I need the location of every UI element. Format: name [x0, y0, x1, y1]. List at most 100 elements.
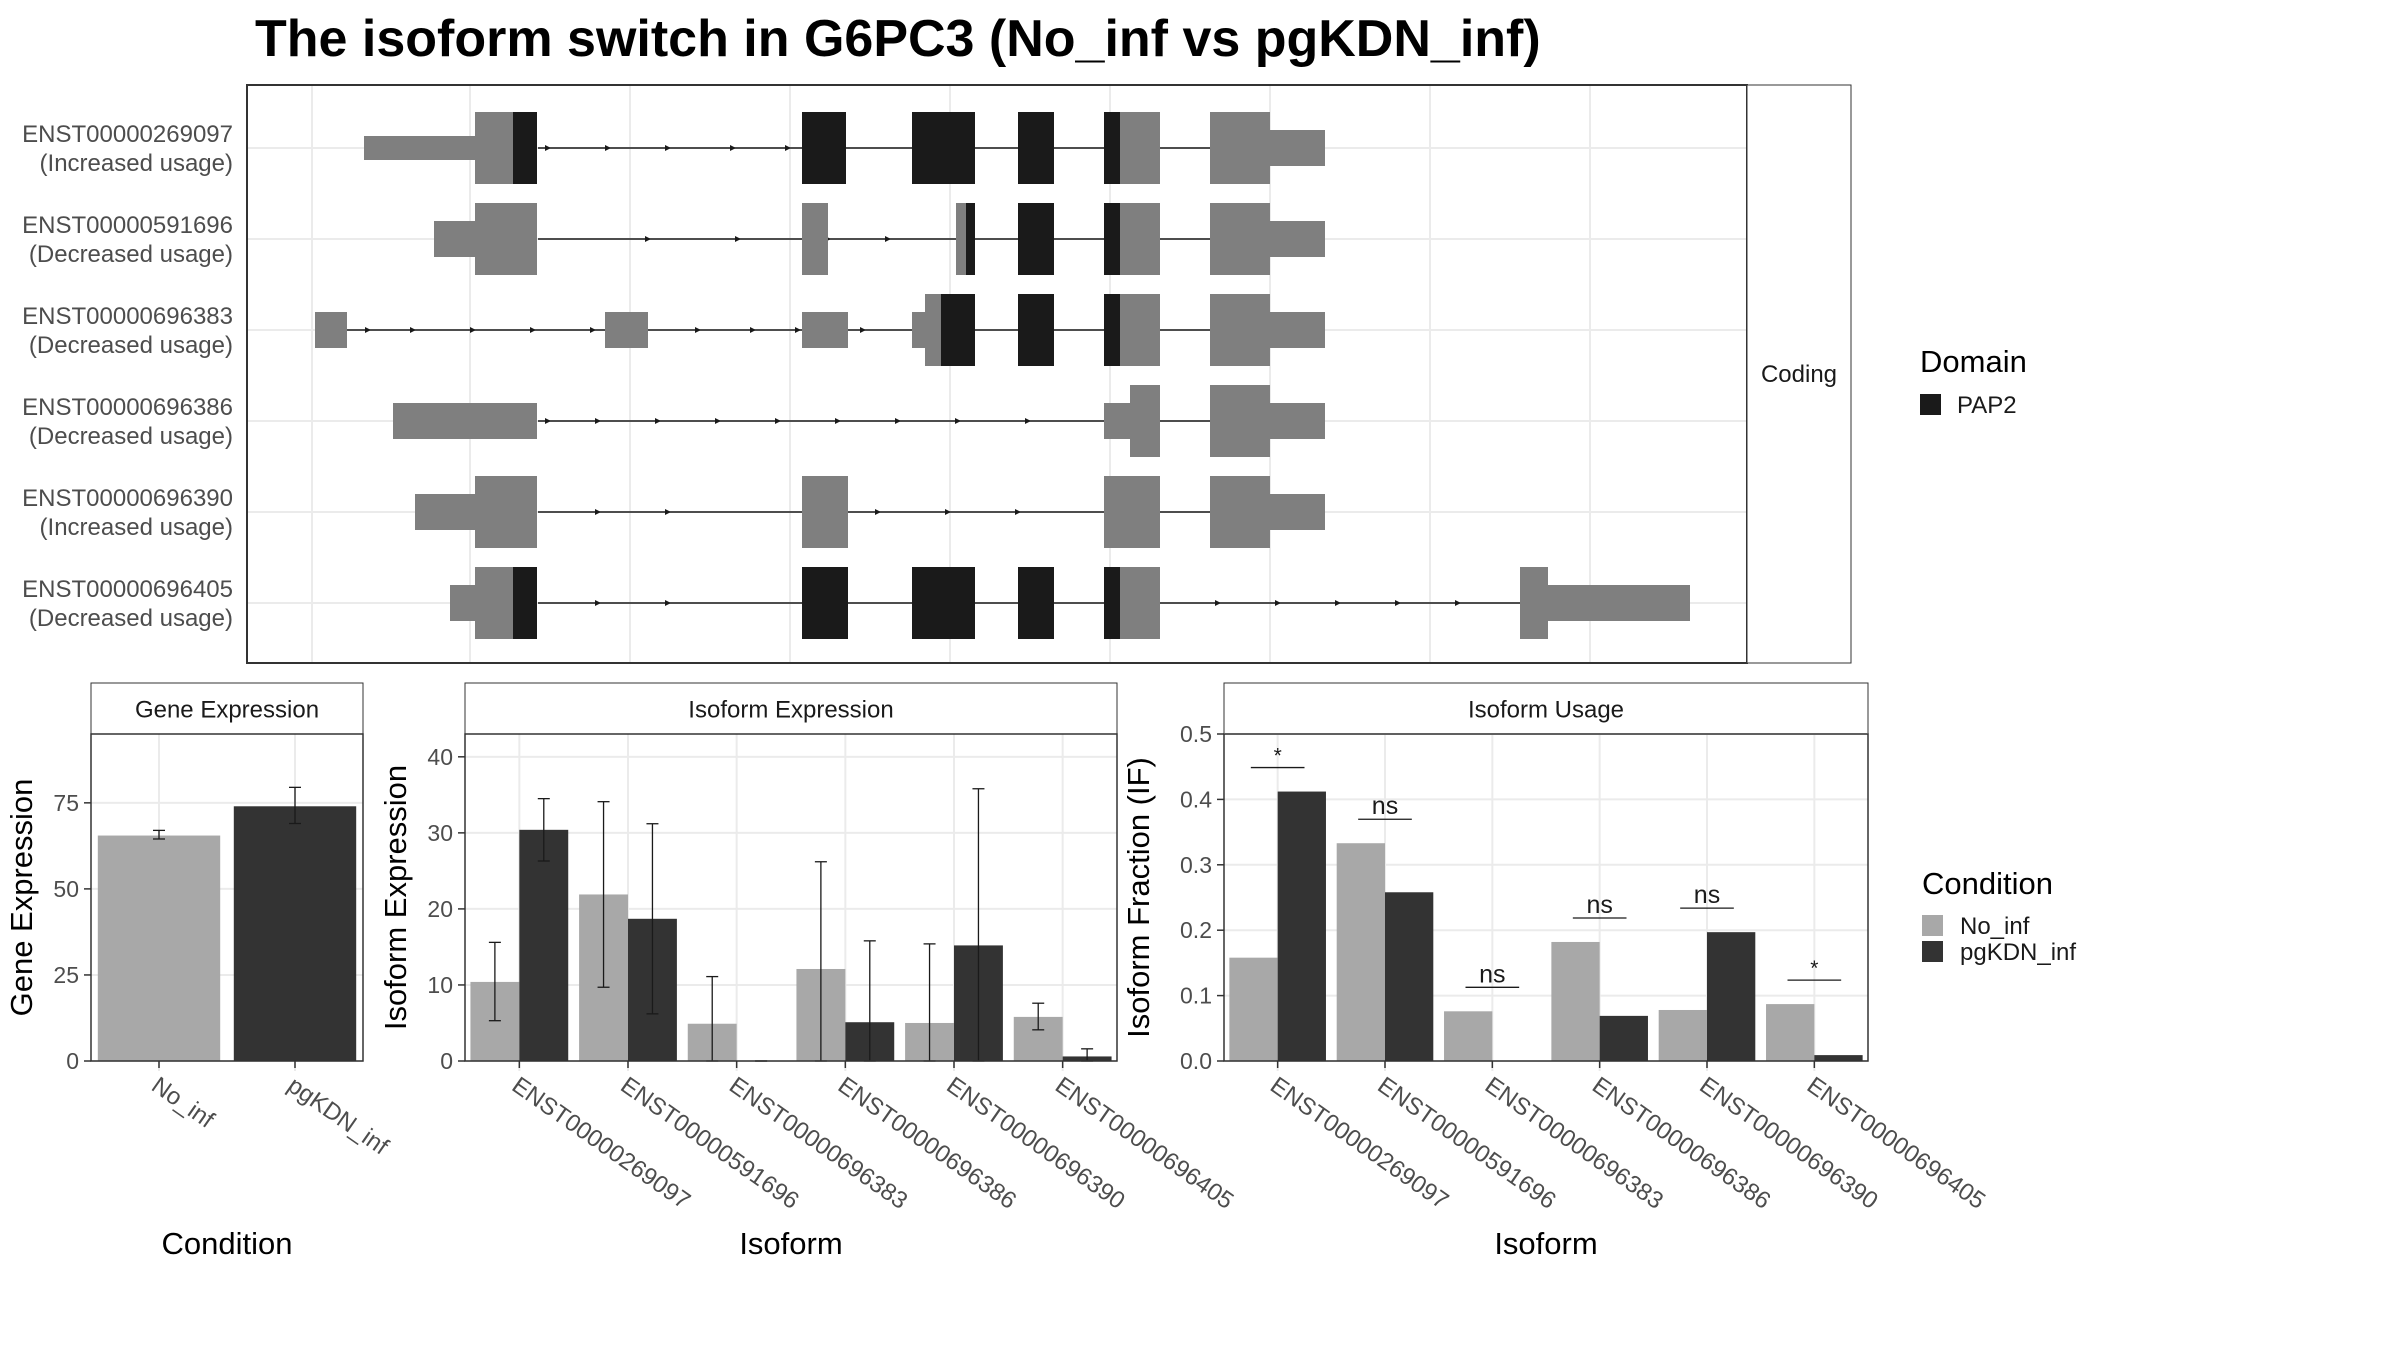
- transcript-id-label: ENST00000269097: [22, 121, 233, 148]
- bar-enst00000269097-no_inf: [1229, 957, 1278, 1061]
- x-tick-label: ENST00000696390: [942, 1072, 1130, 1215]
- intron-arrow: [750, 327, 756, 333]
- exon-block: [450, 585, 475, 621]
- exon-block: [475, 403, 537, 439]
- bar-enst00000696405-pgkdn_inf: [1814, 1055, 1863, 1061]
- exon-block: [1130, 385, 1160, 457]
- transcript-track-ENST00000696405: [450, 567, 1690, 639]
- exon-block: [802, 203, 828, 275]
- intron-arrow: [945, 509, 951, 515]
- transcript-id-label: ENST00000696386: [22, 394, 233, 421]
- intron-arrow: [665, 600, 671, 606]
- intron-arrow: [795, 327, 801, 333]
- condition-legend-label-no-inf: No_inf: [1960, 913, 2030, 940]
- x-tick-label: ENST00000696386: [1587, 1072, 1775, 1215]
- transcript-usage-label: (Increased usage): [40, 150, 233, 177]
- y-tick-label: 0: [440, 1048, 453, 1074]
- transcript-track-ENST00000696390: [415, 476, 1325, 548]
- exon-block: [475, 476, 537, 548]
- exon-block: [415, 494, 475, 530]
- y-tick-label: 20: [427, 896, 453, 922]
- intron-arrow: [885, 236, 891, 242]
- bar-enst00000696386-pgkdn_inf: [1599, 1015, 1648, 1061]
- condition-legend: Condition No_inf pgKDN_inf: [1922, 866, 2076, 966]
- gene-expression-panel: Gene Expression 0 25 50 75 No_inf pgKDN_inf Con…: [4, 682, 394, 1261]
- panel-strip-label: Isoform Expression: [688, 697, 893, 724]
- transcript-structure-panel: Coding ENST00000269097(Increased usage)E…: [22, 84, 1852, 664]
- condition-legend-label-pgkdn-inf: pgKDN_inf: [1960, 939, 2076, 966]
- pap2-domain-block: [1018, 567, 1054, 639]
- pap2-domain-block: [1104, 112, 1120, 184]
- exon-block: [1120, 294, 1160, 366]
- exon-block: [925, 294, 941, 366]
- exon-block: [434, 221, 475, 257]
- y-tick-label: 0.0: [1180, 1048, 1212, 1074]
- exon-block: [475, 567, 513, 639]
- pap2-domain-block: [802, 112, 846, 184]
- isoform-expression-panel: Isoform Expression 0 10 20 30 40 ENST000002690…: [378, 682, 1238, 1261]
- significance-label: ns: [1586, 891, 1612, 919]
- x-tick-label: ENST00000696390: [1695, 1072, 1883, 1215]
- y-axis-title: Isoform Expression: [378, 765, 413, 1030]
- transcript-track-ENST00000696386: [393, 385, 1325, 457]
- exon-block: [1210, 385, 1270, 457]
- intron-arrow: [655, 418, 661, 424]
- intron-arrow: [775, 418, 781, 424]
- x-tick-label: ENST00000696405: [1050, 1072, 1238, 1215]
- intron-arrow: [590, 327, 596, 333]
- exon-block: [912, 312, 925, 348]
- intron-arrow: [955, 418, 961, 424]
- domain-legend: Domain PAP2: [1920, 344, 2027, 419]
- condition-legend-title: Condition: [1922, 866, 2053, 901]
- y-axis-title: Gene Expression: [4, 779, 39, 1017]
- domain-legend-title: Domain: [1920, 344, 2027, 379]
- pap2-domain-block: [912, 567, 975, 639]
- intron-arrow: [605, 145, 611, 151]
- structure-tracks: [315, 112, 1690, 639]
- y-tick-label: 0.1: [1180, 983, 1212, 1009]
- pap2-domain-block: [513, 112, 537, 184]
- transcript-usage-label: (Decreased usage): [29, 423, 233, 450]
- transcript-id-label: ENST00000696383: [22, 303, 233, 330]
- panel-strip-label: Isoform Usage: [1468, 697, 1624, 724]
- intron-arrow: [595, 418, 601, 424]
- exon-block: [1210, 203, 1270, 275]
- bar-enst00000696390-no_inf: [1658, 1009, 1707, 1061]
- intron-arrow: [730, 145, 736, 151]
- intron-arrow: [1455, 600, 1461, 606]
- x-axis-title: Condition: [162, 1226, 293, 1261]
- domain-legend-key-pap2: [1920, 394, 1941, 415]
- x-tick-label: ENST00000696386: [833, 1072, 1021, 1215]
- bar-enst00000696386-no_inf: [1551, 941, 1600, 1061]
- significance-label: ns: [1479, 960, 1505, 988]
- significance-label: *: [1274, 745, 1282, 768]
- transcript-track-ENST00000269097: [364, 112, 1325, 184]
- intron-arrow: [785, 145, 791, 151]
- pap2-domain-block: [1018, 203, 1054, 275]
- bar-enst00000591696-pgkdn_inf: [1385, 892, 1434, 1061]
- condition-legend-key-pgkdn-inf: [1922, 941, 1943, 962]
- x-tick-label: ENST00000696383: [1480, 1072, 1668, 1215]
- y-tick-label: 10: [427, 972, 453, 998]
- domain-legend-label-pap2: PAP2: [1957, 392, 2017, 419]
- panel-strip: [1223, 682, 1869, 735]
- bar-enst00000696383-no_inf: [1444, 1011, 1493, 1061]
- exon-block: [1270, 312, 1325, 348]
- intron-arrow: [665, 509, 671, 515]
- pap2-domain-block: [1018, 112, 1054, 184]
- x-tick-label: ENST00000591696: [616, 1072, 804, 1215]
- intron-arrow: [1275, 600, 1281, 606]
- bar-enst00000696390-pgkdn_inf: [1707, 932, 1756, 1061]
- intron-arrow: [1015, 509, 1021, 515]
- intron-arrow: [875, 509, 881, 515]
- transcript-usage-label: (Decreased usage): [29, 605, 233, 632]
- intron-arrow: [895, 418, 901, 424]
- y-tick-label: 0: [66, 1048, 79, 1074]
- pap2-domain-block: [1104, 203, 1120, 275]
- bar-pgkdn_inf: [233, 806, 357, 1061]
- transcript-track-ENST00000591696: [434, 203, 1325, 275]
- x-tick-label: pgKDN_inf: [283, 1072, 394, 1161]
- panel-border: [464, 733, 1118, 1062]
- exon-block: [1120, 112, 1160, 184]
